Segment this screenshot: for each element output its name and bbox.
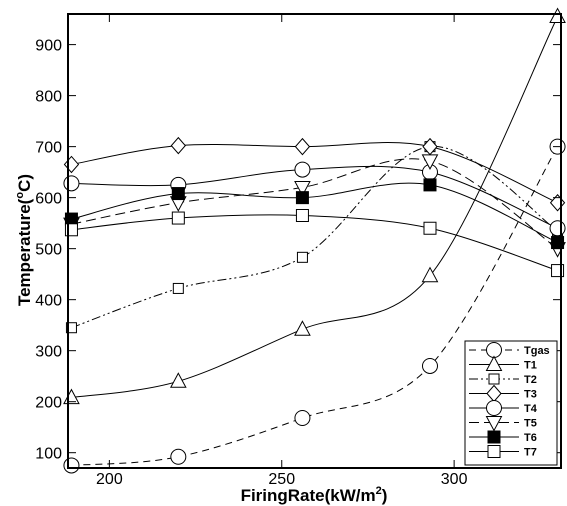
axis-ticks: 200 250 300 100 200 300 400 500 600 700 800 900 xyxy=(35,14,561,488)
y-tick-label: 400 xyxy=(35,293,62,310)
legend-marker-t4 xyxy=(486,400,502,416)
data-point-t5 xyxy=(421,154,439,170)
legend-label-t7: T7 xyxy=(524,447,537,459)
legend: Tgas T1 T2 T3 T4 T5 T6 T7 xyxy=(464,340,558,466)
data-point-t7 xyxy=(423,221,437,235)
data-point-t2 xyxy=(172,282,184,294)
legend-marker-t6 xyxy=(487,430,501,444)
y-axis-title: Temperature(oC) xyxy=(14,174,34,306)
y-tick-label: 900 xyxy=(35,38,62,55)
legend-marker-tgas xyxy=(486,342,502,358)
legend-label-t4: T4 xyxy=(524,403,538,415)
y-tick-label: 600 xyxy=(35,191,62,208)
y-tick-label: 700 xyxy=(35,140,62,157)
series-line-t5 xyxy=(71,158,558,250)
data-point-tgas xyxy=(421,357,438,374)
data-point-t2 xyxy=(296,251,308,263)
legend-label-tgas: Tgas xyxy=(524,345,550,357)
data-point-t5 xyxy=(294,180,311,197)
legend-label-t2: T2 xyxy=(524,374,537,386)
data-point-t3 xyxy=(63,155,80,174)
series-line-tgas xyxy=(71,146,559,466)
data-point-t3 xyxy=(294,137,311,156)
data-point-tgas xyxy=(294,410,311,427)
data-point-t3 xyxy=(170,136,186,155)
x-axis-title: FiringRate(kW/m2) xyxy=(241,485,388,505)
legend-label-t3: T3 xyxy=(524,389,537,401)
data-point-tgas xyxy=(170,448,187,465)
data-point-t4 xyxy=(549,220,566,237)
data-point-tgas xyxy=(63,457,80,474)
y-tick-label: 200 xyxy=(35,395,62,412)
legend-marker-t5 xyxy=(485,416,503,432)
x-tick-label: 250 xyxy=(268,471,295,488)
data-point-t1 xyxy=(169,372,187,388)
data-point-t6 xyxy=(423,178,437,192)
y-tick-label: 100 xyxy=(35,446,62,463)
data-point-t1 xyxy=(549,7,566,24)
series-line-t1 xyxy=(71,16,559,399)
y-tick-label: 800 xyxy=(35,89,62,106)
series-line-t4 xyxy=(71,165,558,229)
series-line-t7 xyxy=(71,214,558,272)
series-line-t3 xyxy=(71,142,558,204)
data-point-t7 xyxy=(295,208,309,222)
data-point-t4 xyxy=(63,175,80,192)
legend-marker-t2 xyxy=(488,373,500,385)
data-point-t1 xyxy=(421,266,439,283)
x-tick-label: 200 xyxy=(96,471,123,488)
legend-marker-t1 xyxy=(485,355,503,371)
data-point-t2 xyxy=(65,322,77,334)
legend-marker-t7 xyxy=(487,445,501,458)
data-point-t3 xyxy=(422,137,438,156)
series-line-t2 xyxy=(71,146,558,329)
data-point-t6 xyxy=(295,191,309,205)
y-tick-label: 300 xyxy=(35,344,62,361)
legend-label-t5: T5 xyxy=(524,418,537,430)
legend-box xyxy=(464,340,558,466)
legend-label-t6: T6 xyxy=(524,432,537,444)
data-point-t4 xyxy=(294,161,311,178)
x-tick-label: 300 xyxy=(441,471,468,488)
legend-label-t1: T1 xyxy=(524,360,537,372)
data-point-t6 xyxy=(171,187,185,201)
data-point-t7 xyxy=(171,211,185,225)
plot-frame xyxy=(67,13,562,469)
y-tick-label: 500 xyxy=(35,242,62,259)
data-point-t1 xyxy=(294,320,311,336)
